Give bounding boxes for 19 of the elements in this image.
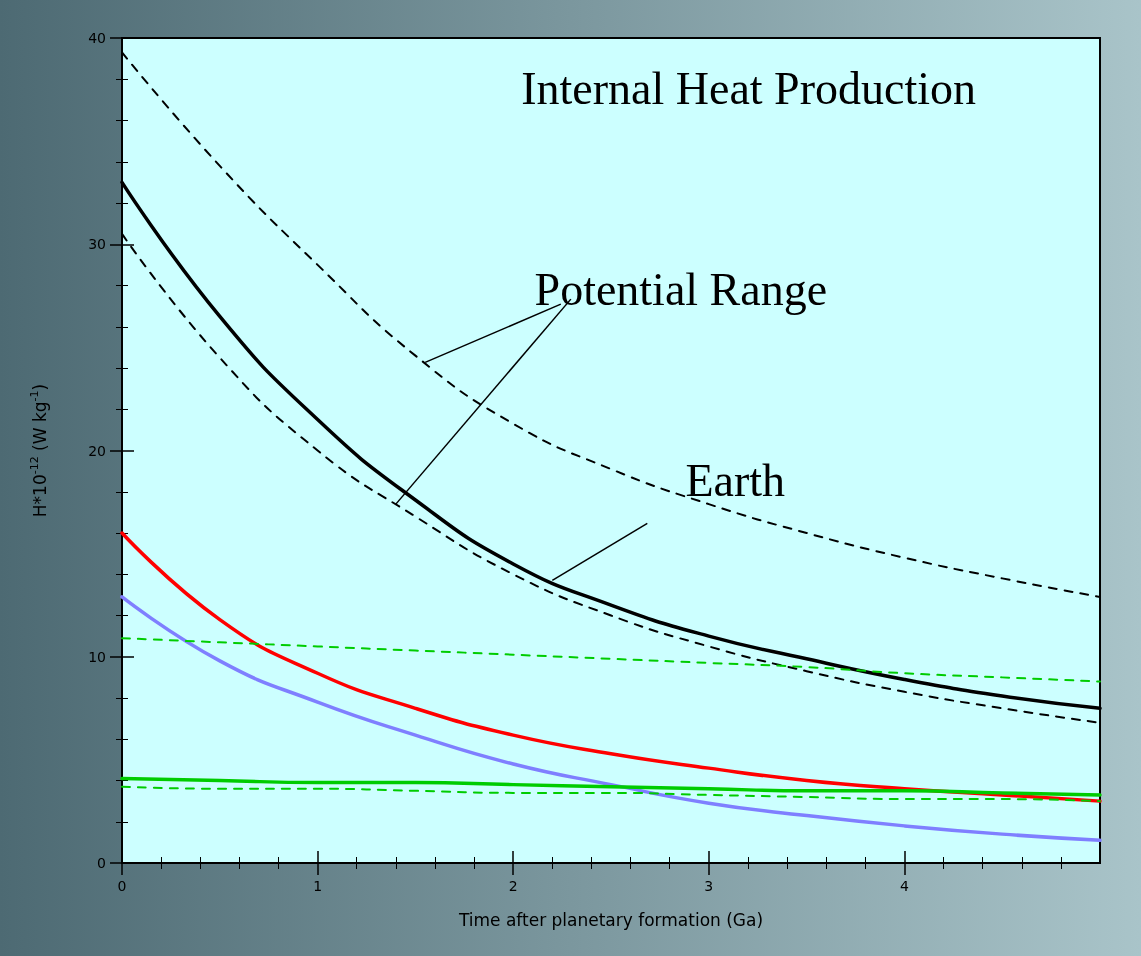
annotation: Potential Range [534,263,828,315]
x-tick-label: 2 [508,878,518,894]
annotation: Earth [685,454,786,506]
y-tick-label: 10 [88,648,106,665]
y-tick-label: 0 [97,855,106,871]
line-series [120,776,1102,797]
line-series [121,785,1101,803]
y-axis-title: H*10-12 (W kg-1) [28,383,50,518]
text: Internal Heat Production [521,62,977,114]
y-tick-label: 40 [88,30,106,46]
x-axis-title: Time after planetary formation (Ga) [457,909,764,930]
x-tick-label: 1 [313,878,323,894]
x-tick-label: 3 [704,878,714,894]
y-tick-label: 20 [88,442,106,459]
line-series [120,595,1102,843]
y-tick-label: 30 [88,236,106,253]
line-series [121,637,1101,683]
x-tick-label: 4 [899,878,909,894]
x-tick-label: 0 [117,878,127,894]
